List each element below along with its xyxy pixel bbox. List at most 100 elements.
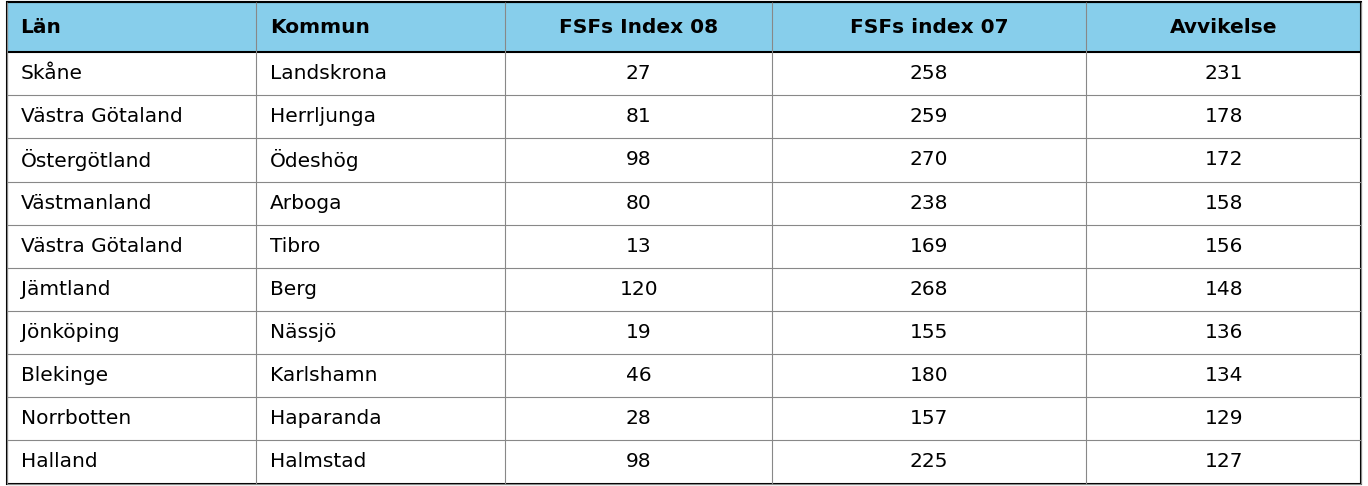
Bar [256,268,505,311]
Bar [1086,268,1361,311]
Text: 172: 172 [1204,151,1244,170]
Bar [1086,52,1361,95]
Text: 136: 136 [1204,323,1244,342]
Bar [256,95,505,139]
Bar [1086,2,1361,52]
Bar [7,52,256,95]
Bar [256,311,505,354]
Text: Jönköping: Jönköping [21,323,119,342]
Text: Arboga: Arboga [269,193,342,212]
Text: FSFs Index 08: FSFs Index 08 [560,18,718,37]
Text: Västmanland: Västmanland [21,193,152,212]
Bar [256,397,505,440]
Bar [772,2,1086,52]
Text: Kommun: Kommun [269,18,369,37]
Bar [772,440,1086,484]
Bar [7,311,256,354]
Bar [772,139,1086,181]
Bar [7,225,256,268]
Bar [772,268,1086,311]
Bar [505,95,772,139]
Bar [772,225,1086,268]
Bar [256,354,505,397]
Text: 98: 98 [625,151,651,170]
Text: Haparanda: Haparanda [269,409,382,428]
Bar [772,95,1086,139]
Text: 270: 270 [910,151,948,170]
Text: 81: 81 [625,107,651,126]
Text: 231: 231 [1204,64,1244,83]
Bar [772,52,1086,95]
Text: 127: 127 [1204,452,1244,471]
Text: 129: 129 [1204,409,1244,428]
Text: FSFs index 07: FSFs index 07 [850,18,1008,37]
Text: 27: 27 [625,64,651,83]
Bar [505,397,772,440]
Bar [505,225,772,268]
Bar [1086,95,1361,139]
Bar [1086,397,1361,440]
Text: 225: 225 [910,452,948,471]
Bar [256,181,505,225]
Bar [1086,440,1361,484]
Text: 157: 157 [910,409,948,428]
Text: 155: 155 [910,323,948,342]
Text: 120: 120 [620,280,658,299]
Text: 178: 178 [1204,107,1244,126]
Bar [256,139,505,181]
Text: 28: 28 [625,409,651,428]
Text: Län: Län [21,18,62,37]
Text: Ödeshög: Ödeshög [269,149,360,171]
Text: Avvikelse: Avvikelse [1170,18,1278,37]
Text: 268: 268 [910,280,948,299]
Text: Skåne: Skåne [21,64,82,83]
Bar [256,440,505,484]
Text: Jämtland: Jämtland [21,280,109,299]
Bar [256,52,505,95]
Bar [772,311,1086,354]
Bar [1086,354,1361,397]
Bar [505,268,772,311]
Text: 19: 19 [625,323,651,342]
Text: 46: 46 [625,366,651,385]
Bar [505,181,772,225]
Bar [7,354,256,397]
Text: 258: 258 [910,64,948,83]
Text: 259: 259 [910,107,948,126]
Text: Västra Götaland: Västra Götaland [21,237,182,256]
Bar [7,181,256,225]
Text: 238: 238 [910,193,948,212]
Text: Halmstad: Halmstad [269,452,367,471]
Bar [256,225,505,268]
Bar [7,95,256,139]
Bar [256,2,505,52]
Text: Östergötland: Östergötland [21,149,152,171]
Text: 169: 169 [910,237,948,256]
Text: Norrbotten: Norrbotten [21,409,131,428]
Bar [7,440,256,484]
Bar [7,268,256,311]
Bar [505,52,772,95]
Text: Tibro: Tibro [269,237,320,256]
Bar [505,311,772,354]
Bar [1086,311,1361,354]
Text: 134: 134 [1204,366,1244,385]
Bar [505,354,772,397]
Text: Landskrona: Landskrona [269,64,387,83]
Text: 80: 80 [625,193,651,212]
Bar [772,181,1086,225]
Text: 156: 156 [1204,237,1244,256]
Bar [1086,225,1361,268]
Bar [1086,181,1361,225]
Text: Karlshamn: Karlshamn [269,366,378,385]
Text: Västra Götaland: Västra Götaland [21,107,182,126]
Bar [505,139,772,181]
Text: 98: 98 [625,452,651,471]
Text: Herrljunga: Herrljunga [269,107,376,126]
Bar [772,397,1086,440]
Bar [505,440,772,484]
Bar [7,139,256,181]
Text: 158: 158 [1204,193,1244,212]
Text: 180: 180 [910,366,948,385]
Bar [505,2,772,52]
